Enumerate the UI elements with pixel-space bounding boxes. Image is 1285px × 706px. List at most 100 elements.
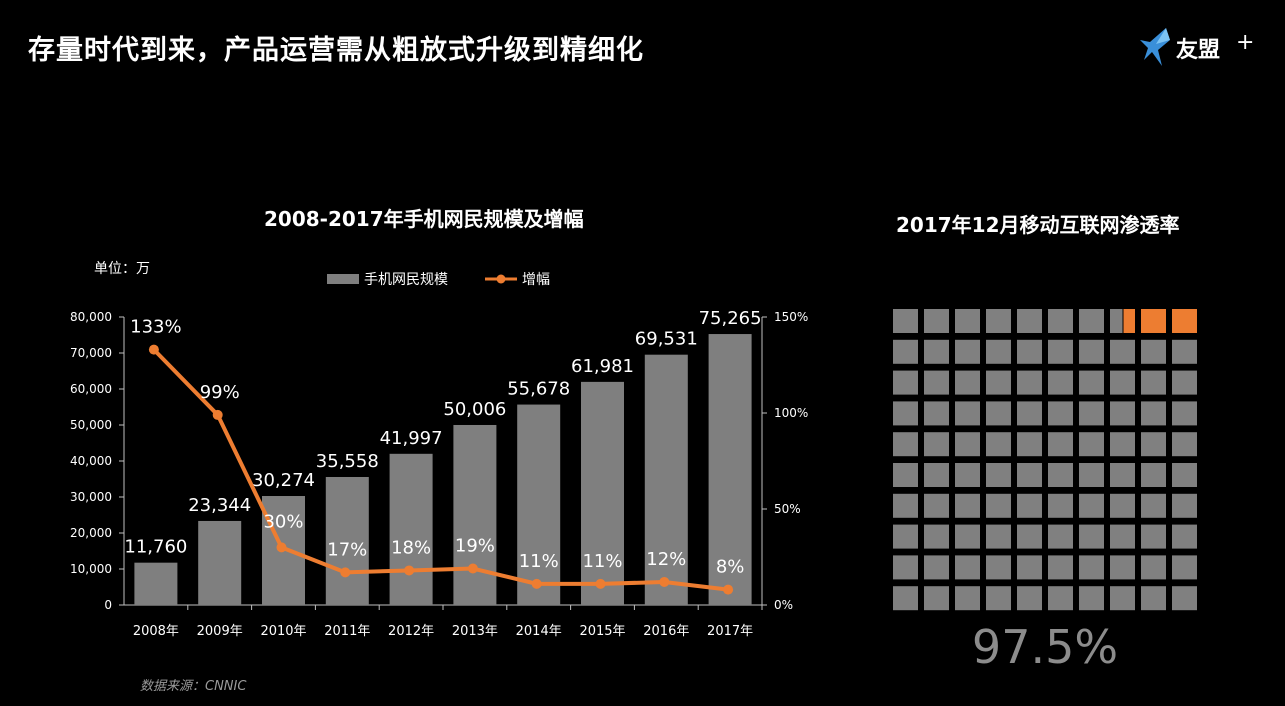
waffle-cell-filled: [924, 555, 949, 580]
waffle-cell-filled: [924, 432, 949, 457]
waffle-cell-filled: [924, 586, 949, 611]
waffle-cell-filled: [1017, 524, 1042, 549]
waffle-cell-filled: [1079, 432, 1104, 457]
bar-value-label: 75,265: [699, 308, 762, 329]
waffle-cell-filled: [986, 339, 1011, 364]
growth-value-label: 19%: [455, 536, 495, 557]
waffle-cell-filled: [986, 309, 1011, 333]
bar-value-label: 55,678: [507, 379, 570, 400]
left-tick-label: 20,000: [70, 526, 112, 540]
x-tick-label: 2015年: [579, 624, 625, 639]
growth-value-label: 17%: [327, 539, 367, 560]
waffle-cell-filled: [1141, 555, 1166, 580]
waffle-cell-filled: [1110, 493, 1135, 518]
bar-value-label: 11,760: [124, 537, 187, 558]
waffle-cell-filled: [1048, 555, 1073, 580]
growth-value-label: 18%: [391, 537, 431, 558]
bar-value-label: 41,997: [380, 428, 443, 449]
waffle-cell-filled: [1110, 432, 1135, 457]
growth-line: [152, 348, 729, 592]
waffle-cell-filled: [1172, 463, 1197, 487]
waffle-cell-filled: [893, 463, 918, 487]
bar: [325, 476, 369, 605]
waffle-cell-filled: [1141, 401, 1166, 426]
legend-bar-swatch: [327, 274, 359, 284]
waffle-cell-filled: [1048, 524, 1073, 549]
bar: [453, 424, 497, 605]
waffle-cell-filled: [986, 493, 1011, 518]
waffle-cell-filled: [1172, 524, 1197, 549]
logo-text: 友盟: [1176, 38, 1221, 63]
bar: [644, 354, 688, 605]
growth-value-label: 30%: [263, 511, 303, 532]
waffle-cell-filled: [1110, 339, 1135, 364]
waffle-cell-filled: [955, 309, 980, 333]
growth-value-label: 8%: [716, 557, 745, 578]
growth-point: [659, 576, 670, 587]
legend-bar-label: 手机网民规模: [364, 272, 448, 288]
waffle-cell-filled: [1141, 432, 1166, 457]
x-tick-label: 2016年: [643, 624, 689, 639]
left-tick-label: 70,000: [70, 346, 112, 360]
right-tick-label: 0%: [774, 598, 793, 612]
source-label: 数据来源：CNNIC: [140, 679, 247, 694]
x-tick-label: 2008年: [133, 624, 179, 639]
legend: 手机网民规模 增幅: [327, 272, 550, 288]
waffle-cell-filled: [1017, 463, 1042, 487]
waffle-cell-filled: [1110, 586, 1135, 611]
waffle-cell-filled: [1172, 370, 1197, 395]
waffle-cell-filled: [986, 370, 1011, 395]
waffle-cell-filled: [1017, 339, 1042, 364]
waffle-cell-filled: [924, 370, 949, 395]
waffle-cell-filled: [1048, 493, 1073, 518]
waffle-cell-filled: [893, 401, 918, 426]
bar: [517, 404, 561, 605]
waffle-cell-filled: [955, 370, 980, 395]
growth-value-label: 133%: [130, 317, 181, 338]
waffle-cell-filled: [1079, 493, 1104, 518]
waffle-cell-filled: [924, 463, 949, 487]
waffle-cell-filled: [1172, 339, 1197, 364]
left-tick-label: 80,000: [70, 310, 112, 324]
waffle-cell-filled: [1079, 555, 1104, 580]
waffle-cell-filled: [1141, 463, 1166, 487]
bar-value-label: 69,531: [635, 329, 698, 350]
waffle-cell-filled: [1079, 309, 1104, 333]
waffle-cell-filled: [893, 370, 918, 395]
growth-point: [148, 344, 159, 355]
waffle-cell-filled: [1110, 463, 1135, 487]
waffle-cell-filled: [986, 524, 1011, 549]
growth-point: [531, 578, 542, 589]
waffle-cell-filled: [1017, 555, 1042, 580]
bar-chart-title: 2008-2017年手机网民规模及增幅: [264, 207, 584, 231]
left-tick-label: 60,000: [70, 382, 112, 396]
waffle-cell-filled: [1017, 432, 1042, 457]
waffle-cell-filled: [955, 339, 980, 364]
waffle-cell-filled: [1110, 370, 1135, 395]
left-tick-label: 0: [104, 598, 112, 612]
waffle-cell-filled: [893, 432, 918, 457]
bar-value-label: 30,274: [252, 470, 315, 491]
waffle-cell-filled: [955, 586, 980, 611]
waffle-cell-filled: [1141, 524, 1166, 549]
x-tick-label: 2013年: [452, 624, 498, 639]
right-tick-label: 50%: [774, 502, 801, 516]
x-tick-label: 2009年: [197, 624, 243, 639]
waffle-cell-filled: [986, 463, 1011, 487]
waffle-cell-empty: [1141, 309, 1166, 333]
waffle-cell-filled: [893, 339, 918, 364]
waffle-cell-filled: [1172, 555, 1197, 580]
waffle-cell-filled: [1017, 586, 1042, 611]
bar: [198, 520, 242, 605]
waffle-cell-filled: [893, 309, 918, 333]
waffle-cell-filled: [924, 401, 949, 426]
legend-line-label: 增幅: [522, 272, 550, 288]
waffle-cell-filled: [1141, 493, 1166, 518]
waffle-cell-filled: [1110, 401, 1135, 426]
waffle-cell-filled: [1141, 339, 1166, 364]
x-tick-label: 2010年: [260, 624, 306, 639]
waffle-cell-filled: [1141, 586, 1166, 611]
waffle-cell-filled: [1172, 493, 1197, 518]
